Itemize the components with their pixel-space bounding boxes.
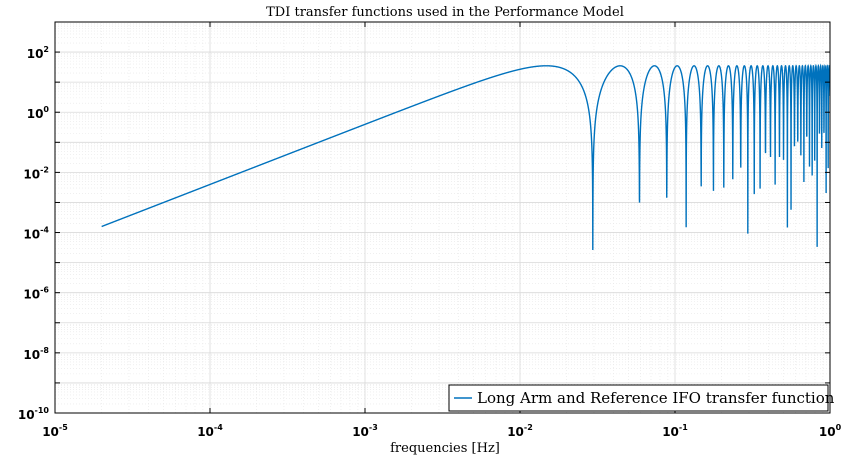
x-tick-labels: 10-5 10-4 10-3 10-2 10-1 100 xyxy=(42,423,841,439)
x-tick-label: 10-1 xyxy=(662,423,688,439)
plot-area-frame xyxy=(54,21,831,414)
minor-grid xyxy=(55,22,830,413)
legend[interactable]: Long Arm and Reference IFO transfer func… xyxy=(448,384,835,412)
y-tick-label: 102 xyxy=(27,45,49,61)
legend-box xyxy=(448,384,829,412)
series-layer xyxy=(101,63,830,250)
x-axis-label: frequencies [Hz] xyxy=(390,441,500,456)
chart-title: TDI transfer functions used in the Perfo… xyxy=(266,5,624,20)
x-tick-label: 10-5 xyxy=(42,423,68,439)
x-tick-label: 10-3 xyxy=(352,423,378,439)
x-tick-label: 10-4 xyxy=(197,423,223,439)
y-tick-label: 10-6 xyxy=(23,286,49,302)
series-line xyxy=(101,63,830,250)
x-tick-label: 100 xyxy=(819,423,842,439)
y-tick-label: 10-4 xyxy=(23,226,49,242)
y-tick-label: 10-10 xyxy=(18,406,50,422)
ticks-layer xyxy=(54,21,831,414)
y-tick-label: 10-2 xyxy=(23,165,49,181)
legend-label: Long Arm and Reference IFO transfer func… xyxy=(477,389,835,407)
y-tick-labels: 10-10 10-8 10-6 10-4 10-2 100 102 xyxy=(18,45,50,422)
y-tick-label: 100 xyxy=(27,105,50,121)
x-tick-label: 10-2 xyxy=(507,423,533,439)
y-tick-label: 10-8 xyxy=(23,346,49,362)
